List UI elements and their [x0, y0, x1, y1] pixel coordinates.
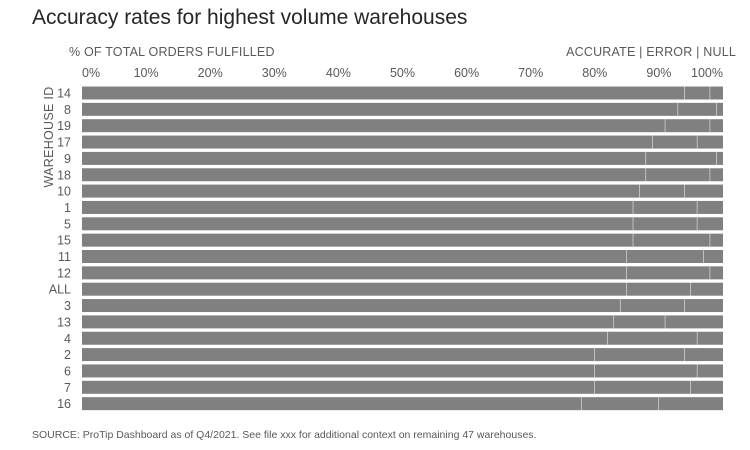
bar-segment-null — [690, 380, 723, 394]
bar-segment-null — [665, 315, 723, 329]
bar-segment-null — [697, 200, 723, 214]
x-tick-label: 100% — [691, 66, 723, 80]
category-label: 19 — [57, 119, 71, 133]
bar-segment-accurate — [82, 86, 685, 100]
bar-segment-accurate — [82, 151, 647, 165]
x-axis-title: % OF TOTAL ORDERS FULFILLED — [69, 45, 275, 59]
bar-segment-accurate — [82, 380, 595, 394]
x-tick-label: 10% — [134, 66, 159, 80]
bar-segment-accurate — [82, 168, 647, 182]
category-label: 2 — [64, 348, 71, 362]
source-note: SOURCE: ProTip Dashboard as of Q4/2021. … — [32, 429, 537, 441]
bar-segment-null — [703, 250, 723, 263]
bar-segment-null — [710, 86, 723, 100]
category-label: 12 — [57, 266, 71, 280]
bar-segment-null — [697, 364, 723, 378]
category-label: 7 — [64, 381, 71, 395]
x-tick-label: 40% — [326, 66, 351, 80]
bar-segment-accurate — [82, 315, 615, 329]
bar-segment-null — [690, 282, 723, 296]
category-label: 13 — [57, 315, 71, 329]
bar-segment-accurate — [82, 184, 640, 198]
bar-segment-null — [684, 299, 723, 313]
bar-segment-accurate — [82, 331, 608, 345]
bar-segment-null — [684, 348, 723, 362]
x-tick-label: 0% — [82, 66, 100, 80]
bar-segment-accurate — [82, 200, 634, 214]
category-label: 16 — [57, 397, 71, 411]
bar-segment-error — [633, 200, 698, 214]
bar-segment-error — [646, 151, 717, 165]
bar-segment-null — [697, 217, 723, 231]
bar-segment-accurate — [82, 233, 634, 247]
x-tick-label: 50% — [390, 66, 415, 80]
bar-segment-null — [684, 184, 723, 198]
bar-segment-null — [697, 135, 723, 149]
bar-segment-accurate — [82, 119, 666, 133]
x-tick-label: 80% — [582, 66, 607, 80]
bar-segment-error — [633, 233, 711, 247]
bar-segment-error — [594, 380, 691, 394]
x-axis-ticks: 0% 10% 20% 30% 40% 50% 60% 70% 80% 90% 100% — [82, 66, 723, 80]
bar-segment-accurate — [82, 397, 582, 411]
bar-segment-accurate — [82, 217, 634, 231]
bar-segment-null — [710, 266, 723, 280]
bar-segment-accurate — [82, 102, 679, 116]
category-label: 11 — [58, 250, 71, 264]
bar-group — [82, 86, 723, 411]
bar-segment-null — [710, 233, 723, 247]
category-label: 10 — [57, 185, 71, 199]
bar-segment-accurate — [82, 348, 595, 362]
category-label: 9 — [64, 152, 71, 166]
category-label: 5 — [64, 217, 71, 231]
category-label: ALL — [49, 283, 71, 297]
bar-segment-null — [710, 119, 723, 133]
bar-segment-error — [594, 348, 685, 362]
category-label: 17 — [57, 136, 71, 150]
bar-segment-error — [614, 315, 666, 329]
bar-segment-error — [626, 250, 704, 263]
bar-segment-null — [716, 151, 723, 165]
bar-segment-error — [678, 102, 717, 116]
bar-segment-accurate — [82, 282, 627, 296]
bar-segment-null — [716, 102, 723, 116]
category-label: 4 — [64, 332, 71, 346]
bar-segment-error — [626, 282, 691, 296]
bar-segment-accurate — [82, 250, 627, 263]
bar-segment-error — [665, 119, 711, 133]
x-tick-label: 20% — [198, 66, 223, 80]
x-tick-label: 60% — [454, 66, 479, 80]
bar-segment-error — [646, 168, 711, 182]
bar-segment-null — [697, 331, 723, 345]
category-label: 6 — [64, 364, 71, 378]
x-tick-label: 30% — [262, 66, 287, 80]
bar-segment-error — [626, 266, 711, 280]
bar-segment-accurate — [82, 299, 621, 313]
chart-title: Accuracy rates for highest volume wareho… — [32, 6, 468, 29]
bar-segment-null — [710, 168, 723, 182]
x-tick-label: 70% — [518, 66, 543, 80]
bar-segment-error — [581, 397, 659, 411]
category-label: 3 — [64, 299, 71, 313]
x-tick-label: 90% — [646, 66, 671, 80]
bar-segment-error — [620, 299, 685, 313]
category-label: 14 — [57, 87, 71, 101]
category-label: 15 — [57, 234, 71, 248]
bar-segment-error — [594, 364, 698, 378]
category-label: 8 — [64, 103, 71, 117]
bar-segment-error — [652, 135, 698, 149]
bar-segment-error — [607, 331, 698, 345]
bar-segment-accurate — [82, 364, 595, 378]
bar-segment-accurate — [82, 135, 653, 149]
category-label: 1 — [64, 201, 71, 215]
category-label: 18 — [57, 168, 71, 182]
bar-segment-null — [658, 397, 723, 411]
legend-text: ACCURATE | ERROR | NULL — [566, 45, 736, 59]
bar-segment-accurate — [82, 266, 627, 280]
bar-segment-error — [633, 217, 698, 231]
bar-segment-error — [639, 184, 685, 198]
bar-segment-error — [684, 86, 711, 100]
